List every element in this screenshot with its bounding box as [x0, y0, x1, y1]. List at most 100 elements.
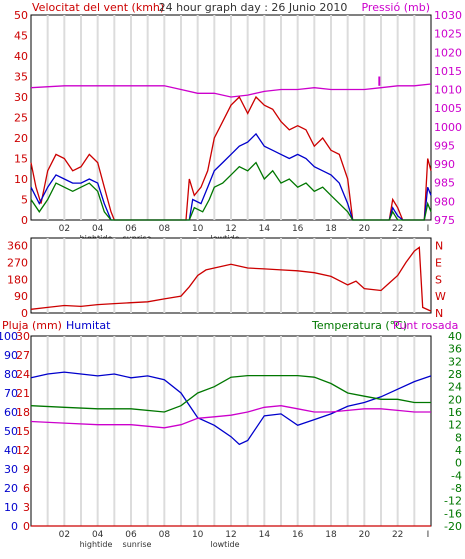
humidity-tick: 70 [4, 387, 18, 400]
temperature-tick: 40 [448, 330, 462, 343]
pressure-tick: 1020 [434, 46, 462, 59]
compass-tick: E [435, 256, 442, 269]
compass-tick: S [435, 273, 442, 286]
pressure-tick: 990 [434, 158, 455, 171]
humidity-tick: 100 [0, 330, 18, 343]
temperature-tick: -8 [451, 482, 462, 495]
temperature-tick: 0 [455, 457, 462, 470]
wind-speed-tick: 20 [14, 132, 28, 145]
wind-speed-tick: 25 [14, 112, 28, 125]
pressure-tick: 1015 [434, 65, 462, 78]
top-hour-label: 14 [259, 224, 271, 234]
top-hour-label: 16 [292, 224, 304, 234]
temperature-tick: -12 [444, 495, 462, 508]
humidity-tick: 90 [4, 349, 18, 362]
series-wind-direction [30, 246, 432, 312]
bottom-hour-label: 02 [59, 530, 70, 540]
wind-speed-tick: 10 [14, 173, 28, 186]
wind-speed-tick: 30 [14, 91, 28, 104]
top-hour-label: 12 [225, 224, 236, 234]
temperature-tick: 12 [448, 419, 462, 432]
bottom-hour-label: I [427, 530, 430, 540]
series-punt-rosada [30, 405, 431, 429]
compass-tick: N [435, 307, 443, 320]
rain-tick: 3 [23, 501, 30, 514]
temperature-tick: 20 [448, 393, 462, 406]
bottom-hour-label: 10 [192, 530, 204, 540]
temperature-tick: -16 [444, 507, 462, 520]
top-hour-label: 18 [325, 224, 337, 234]
series-temperatura [30, 374, 431, 413]
wind-speed-tick: 45 [14, 30, 28, 43]
bottom-hour-label: 20 [359, 530, 371, 540]
pressure-tick: 1025 [434, 28, 462, 41]
bottom-hour-label: 04 [92, 530, 104, 540]
temperature-tick: 28 [448, 368, 462, 381]
temperature-tick: 36 [448, 343, 462, 356]
rain-tick: 18 [16, 406, 30, 419]
wind-speed-tick: 50 [14, 9, 28, 22]
temperature-tick: -20 [444, 520, 462, 533]
rain-tick: 6 [23, 482, 30, 495]
tide-hightide-label-bottom: hightide [80, 540, 113, 549]
tide-lowtide-label-bottom: lowtide [210, 540, 239, 549]
top-hour-label: 10 [192, 224, 204, 234]
series-pressi- [30, 83, 432, 98]
bottom-hour-label: 16 [292, 530, 304, 540]
rain-tick: 24 [16, 368, 30, 381]
temperature-tick: 32 [448, 355, 462, 368]
wind-speed-tick: 35 [14, 71, 28, 84]
rain-tick: 15 [16, 425, 30, 438]
rain-label: Pluja (mm) [2, 319, 62, 332]
top-hour-label: 04 [92, 224, 104, 234]
top-hour-label: 02 [59, 224, 70, 234]
chart-date-title: 24 hour graph day : 26 Junio 2010 [159, 1, 348, 14]
top-hour-label: I [427, 224, 430, 234]
humidity-tick: 20 [4, 482, 18, 495]
direction-tick: 90 [14, 290, 28, 303]
top-hour-label: 08 [159, 224, 171, 234]
humidity-tick: 40 [4, 444, 18, 457]
bottom-hour-label: 22 [392, 530, 403, 540]
bottom-hour-label: 14 [259, 530, 271, 540]
humidity-tick: 50 [4, 425, 18, 438]
series-vent-mitj- [30, 161, 432, 221]
bottom-hour-label: 18 [325, 530, 337, 540]
top-hour-label: 22 [392, 224, 403, 234]
pressure-tick: 980 [434, 195, 455, 208]
series-humitat [30, 371, 432, 446]
rain-tick: 0 [23, 520, 30, 533]
compass-tick: W [435, 290, 446, 303]
tide-sunrise-label-bottom: sunrise [123, 540, 152, 549]
temperature-tick: 4 [455, 444, 462, 457]
bottom-hour-label: 12 [225, 530, 236, 540]
direction-tick: 180 [7, 273, 28, 286]
direction-tick: 270 [7, 256, 28, 269]
pressure-tick: 975 [434, 214, 455, 227]
direction-tick: 0 [21, 307, 28, 320]
humidity-tick: 60 [4, 406, 18, 419]
rain-tick: 9 [23, 463, 30, 476]
pressure-tick: 995 [434, 139, 455, 152]
pressure-tick: 1010 [434, 84, 462, 97]
wind-speed-label: Velocitat del vent (kmh) [32, 1, 164, 14]
temperature-tick: 8 [455, 431, 462, 444]
pressure-tick: 985 [434, 177, 455, 190]
wind-speed-tick: 5 [21, 194, 28, 207]
rain-tick: 21 [16, 387, 30, 400]
pressure-tick: 1030 [434, 9, 462, 22]
temperature-label: Temperatura (°C) [311, 319, 407, 332]
rain-tick: 27 [16, 349, 30, 362]
temperature-tick: -4 [451, 469, 462, 482]
rain-tick: 12 [16, 444, 30, 457]
pressure-tick: 1005 [434, 102, 462, 115]
pressure-label: Pressió (mb) [361, 1, 430, 14]
wind-speed-tick: 0 [21, 214, 28, 227]
bottom-hour-label: 08 [159, 530, 171, 540]
bottom-hour-label: 06 [125, 530, 137, 540]
pressure-tick: 1000 [434, 121, 462, 134]
temperature-tick: 24 [448, 381, 462, 394]
direction-tick: 360 [7, 240, 28, 253]
top-hour-label: 06 [125, 224, 137, 234]
